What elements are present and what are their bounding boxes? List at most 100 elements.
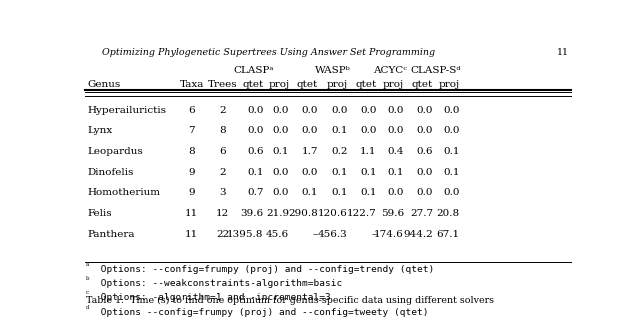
Text: 22: 22 bbox=[216, 230, 230, 239]
Text: 0.0: 0.0 bbox=[387, 126, 404, 135]
Text: ᵈ: ᵈ bbox=[86, 305, 90, 314]
Text: 0.1: 0.1 bbox=[360, 168, 376, 177]
Text: 0.0: 0.0 bbox=[360, 126, 376, 135]
Text: 8: 8 bbox=[188, 147, 195, 156]
Text: 0.0: 0.0 bbox=[443, 188, 460, 197]
Text: 3: 3 bbox=[220, 188, 226, 197]
Text: Dinofelis: Dinofelis bbox=[88, 168, 134, 177]
Text: 11: 11 bbox=[185, 209, 198, 218]
Text: 0.6: 0.6 bbox=[247, 147, 264, 156]
Text: qtet: qtet bbox=[243, 80, 264, 89]
Text: Taxa: Taxa bbox=[179, 80, 204, 89]
Text: Genus: Genus bbox=[88, 80, 121, 89]
Text: Options: -algorithm=1 and -incremental=3: Options: -algorithm=1 and -incremental=3 bbox=[95, 294, 331, 302]
Text: 120.6: 120.6 bbox=[318, 209, 348, 218]
Text: qtet: qtet bbox=[412, 80, 433, 89]
Text: 0.0: 0.0 bbox=[387, 106, 404, 114]
Text: 0.0: 0.0 bbox=[273, 126, 289, 135]
Text: 2: 2 bbox=[220, 106, 226, 114]
Text: Options --config=frumpy (proj) and --config=tweety (qtet): Options --config=frumpy (proj) and --con… bbox=[95, 308, 428, 317]
Text: 0.0: 0.0 bbox=[247, 126, 264, 135]
Text: Options: --weakconstraints-algorithm=basic: Options: --weakconstraints-algorithm=bas… bbox=[95, 279, 342, 288]
Text: 122.7: 122.7 bbox=[347, 209, 376, 218]
Text: ᵃ: ᵃ bbox=[86, 262, 90, 271]
Text: 0.7: 0.7 bbox=[247, 188, 264, 197]
Text: 0.0: 0.0 bbox=[332, 106, 348, 114]
Text: 1395.8: 1395.8 bbox=[227, 230, 264, 239]
Text: 6: 6 bbox=[188, 106, 195, 114]
Text: 11: 11 bbox=[557, 48, 568, 57]
Text: qtet: qtet bbox=[355, 80, 376, 89]
Text: 0.0: 0.0 bbox=[360, 106, 376, 114]
Text: CLASPᵃ: CLASPᵃ bbox=[234, 66, 275, 75]
Text: 0.1: 0.1 bbox=[247, 168, 264, 177]
Text: 0.1: 0.1 bbox=[332, 168, 348, 177]
Text: 0.2: 0.2 bbox=[332, 147, 348, 156]
Text: Homotherium: Homotherium bbox=[88, 188, 161, 197]
Text: 1.1: 1.1 bbox=[360, 147, 376, 156]
Text: 0.1: 0.1 bbox=[387, 168, 404, 177]
Text: Options: --config=frumpy (proj) and --config=trendy (qtet): Options: --config=frumpy (proj) and --co… bbox=[95, 265, 434, 274]
Text: 45.6: 45.6 bbox=[266, 230, 289, 239]
Text: 39.6: 39.6 bbox=[241, 209, 264, 218]
Text: 0.0: 0.0 bbox=[417, 126, 433, 135]
Text: 174.6: 174.6 bbox=[374, 230, 404, 239]
Text: –: – bbox=[371, 230, 376, 239]
Text: Lynx: Lynx bbox=[88, 126, 113, 135]
Text: Trees: Trees bbox=[208, 80, 237, 89]
Text: 0.0: 0.0 bbox=[417, 188, 433, 197]
Text: proj: proj bbox=[268, 80, 289, 89]
Text: Hyperailurictis: Hyperailurictis bbox=[88, 106, 166, 114]
Text: 27.7: 27.7 bbox=[410, 209, 433, 218]
Text: 0.0: 0.0 bbox=[417, 168, 433, 177]
Text: 11: 11 bbox=[185, 230, 198, 239]
Text: 6: 6 bbox=[220, 147, 226, 156]
Text: 0.0: 0.0 bbox=[387, 188, 404, 197]
Text: Table 1.  Time (s) to find one optimum for genus-specific data using different s: Table 1. Time (s) to find one optimum fo… bbox=[86, 296, 494, 305]
Text: 0.0: 0.0 bbox=[247, 106, 264, 114]
Text: qtet: qtet bbox=[297, 80, 318, 89]
Text: Felis: Felis bbox=[88, 209, 112, 218]
Text: ᵇ: ᵇ bbox=[86, 276, 90, 285]
Text: 0.1: 0.1 bbox=[301, 188, 318, 197]
Text: proj: proj bbox=[383, 80, 404, 89]
Text: Optimizing Phylogenetic Supertrees Using Answer Set Programming: Optimizing Phylogenetic Supertrees Using… bbox=[102, 48, 435, 57]
Text: Leopardus: Leopardus bbox=[88, 147, 143, 156]
Text: 2: 2 bbox=[220, 168, 226, 177]
Text: 9: 9 bbox=[188, 188, 195, 197]
Text: 20.8: 20.8 bbox=[436, 209, 460, 218]
Text: 0.0: 0.0 bbox=[273, 168, 289, 177]
Text: 1.7: 1.7 bbox=[301, 147, 318, 156]
Text: 7: 7 bbox=[188, 126, 195, 135]
Text: 944.2: 944.2 bbox=[403, 230, 433, 239]
Text: proj: proj bbox=[438, 80, 460, 89]
Text: 0.1: 0.1 bbox=[360, 188, 376, 197]
Text: 0.1: 0.1 bbox=[443, 147, 460, 156]
Text: 0.0: 0.0 bbox=[417, 106, 433, 114]
Text: 290.8: 290.8 bbox=[289, 209, 318, 218]
Text: 8: 8 bbox=[220, 126, 226, 135]
Text: 0.0: 0.0 bbox=[301, 106, 318, 114]
Text: 12: 12 bbox=[216, 209, 230, 218]
Text: 0.6: 0.6 bbox=[417, 147, 433, 156]
Text: 0.1: 0.1 bbox=[273, 147, 289, 156]
Text: 9: 9 bbox=[188, 168, 195, 177]
Text: 0.1: 0.1 bbox=[332, 188, 348, 197]
Text: 0.0: 0.0 bbox=[301, 126, 318, 135]
Text: 0.0: 0.0 bbox=[443, 106, 460, 114]
Text: 0.0: 0.0 bbox=[301, 168, 318, 177]
Text: ACYCᶜ: ACYCᶜ bbox=[373, 66, 407, 75]
Text: proj: proj bbox=[326, 80, 348, 89]
Text: 21.9: 21.9 bbox=[266, 209, 289, 218]
Text: WASPᵇ: WASPᵇ bbox=[315, 66, 351, 75]
Text: Panthera: Panthera bbox=[88, 230, 135, 239]
Text: 59.6: 59.6 bbox=[381, 209, 404, 218]
Text: –: – bbox=[313, 230, 318, 239]
Text: 67.1: 67.1 bbox=[436, 230, 460, 239]
Text: 456.3: 456.3 bbox=[318, 230, 348, 239]
Text: 0.1: 0.1 bbox=[443, 168, 460, 177]
Text: 0.0: 0.0 bbox=[273, 188, 289, 197]
Text: 0.4: 0.4 bbox=[387, 147, 404, 156]
Text: ᶜ: ᶜ bbox=[86, 290, 89, 299]
Text: 0.0: 0.0 bbox=[273, 106, 289, 114]
